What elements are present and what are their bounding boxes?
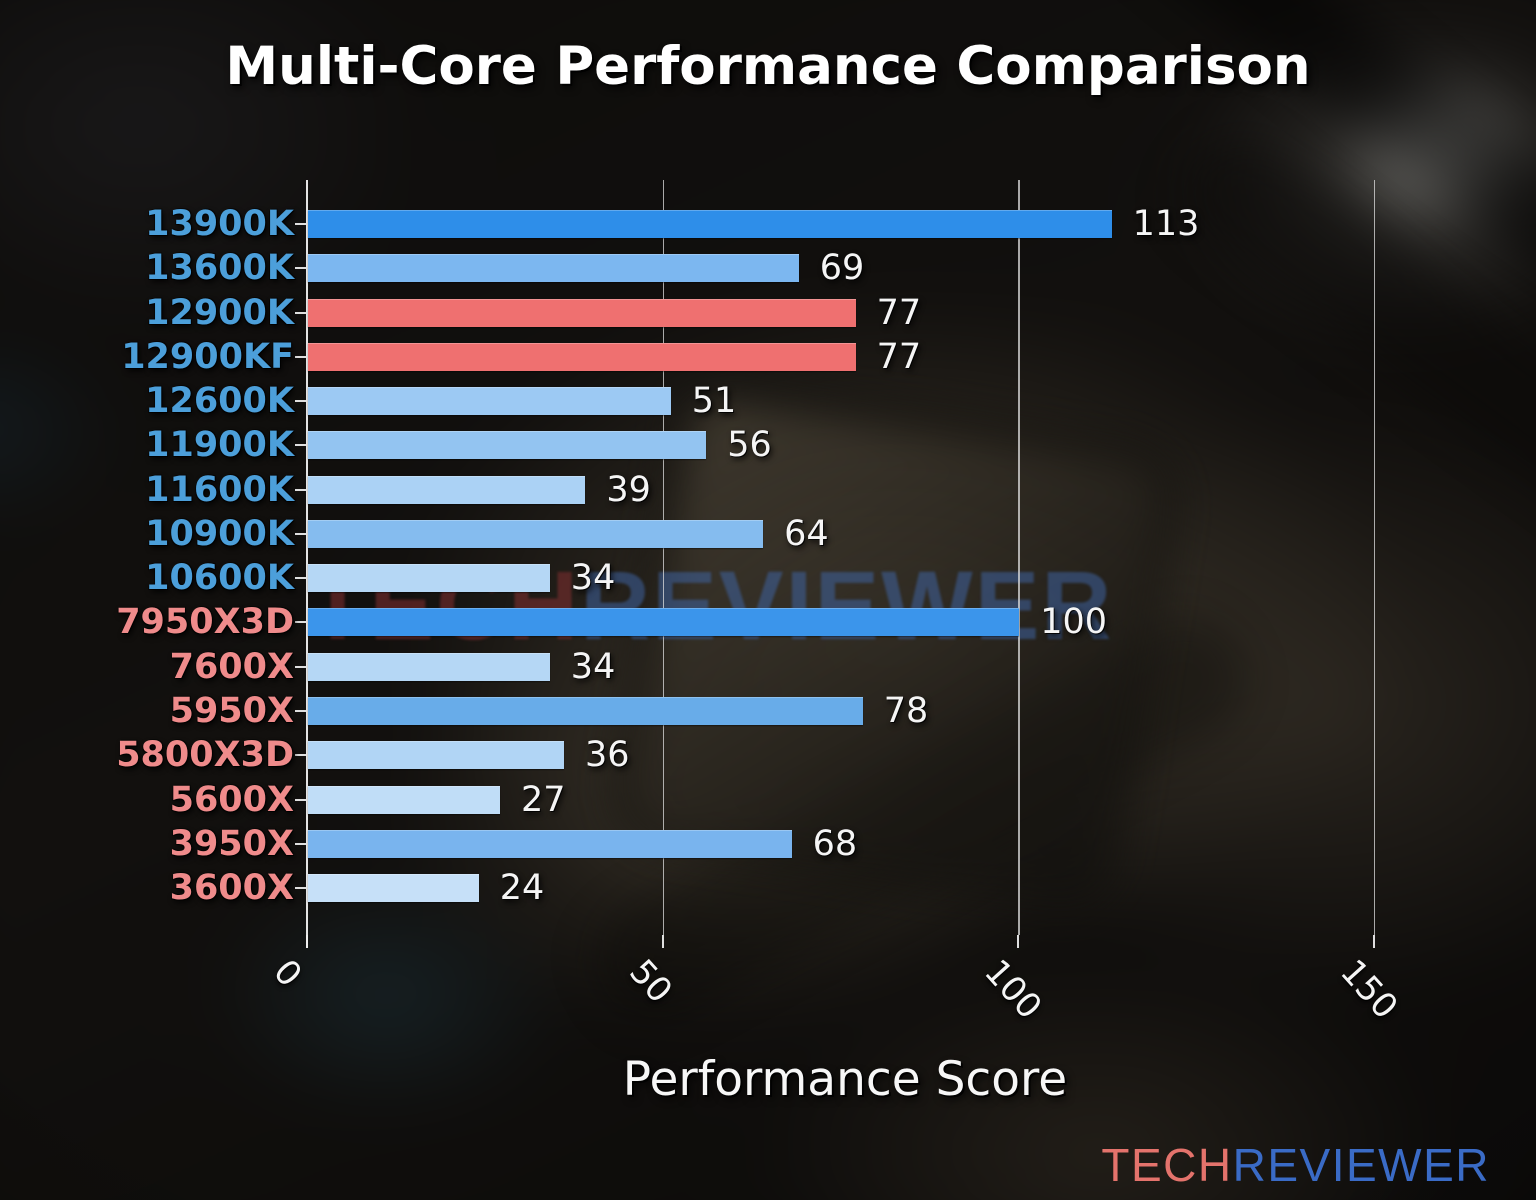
y-axis-tick	[295, 488, 306, 491]
logo-reviewer: REVIEWER	[1232, 1139, 1490, 1191]
category-label-13600k: 13600K	[145, 248, 294, 289]
y-axis-spine	[306, 180, 308, 948]
bar-10600k	[308, 564, 550, 593]
y-axis-tick	[295, 444, 306, 447]
bar-5600x	[308, 785, 500, 814]
category-label-3950x: 3950X	[169, 823, 294, 864]
category-label-10900k: 10900K	[145, 513, 294, 554]
y-axis-tick	[295, 355, 306, 358]
x-gridline	[1018, 180, 1020, 935]
y-axis-tick	[295, 887, 306, 890]
bar-11900k	[308, 431, 706, 460]
x-gridline	[1373, 180, 1376, 935]
value-label-5950x: 78	[883, 690, 929, 731]
value-label-10900k: 64	[784, 513, 829, 554]
bar-10900k	[308, 519, 763, 548]
y-axis-tick	[295, 577, 306, 580]
category-label-11600k: 11600K	[145, 469, 294, 510]
y-axis-tick	[295, 709, 306, 712]
x-gridline	[662, 180, 665, 935]
bar-12900kf	[308, 342, 856, 371]
category-label-12900k: 12900K	[145, 292, 294, 333]
value-label-12900kf: 77	[876, 336, 922, 377]
bar-11600k	[308, 475, 585, 504]
value-label-13900k: 113	[1132, 204, 1200, 244]
value-label-12600k: 51	[691, 381, 737, 422]
y-axis-tick	[295, 842, 306, 845]
category-label-10600k: 10600K	[145, 558, 294, 599]
chart-title: Multi-Core Performance Comparison	[225, 36, 1311, 97]
value-label-3950x: 68	[812, 823, 858, 864]
y-axis-tick	[295, 754, 306, 757]
bar-3950x	[308, 829, 792, 858]
value-label-5800x3d: 36	[585, 735, 630, 776]
value-label-13600k: 69	[819, 248, 865, 289]
bar-12900k	[308, 298, 856, 327]
bar-5800x3d	[308, 741, 564, 770]
bar-7600x	[308, 652, 550, 681]
category-label-5600x: 5600X	[169, 779, 294, 820]
bar-13900k	[308, 210, 1112, 238]
value-label-3600x: 24	[499, 868, 545, 909]
y-axis-tick	[295, 400, 306, 403]
brand-logo: TECHREVIEWER	[1101, 1138, 1490, 1192]
logo-tech: TECH	[1101, 1139, 1233, 1191]
y-axis-tick	[295, 621, 306, 624]
category-label-5800x3d: 5800X3D	[116, 735, 294, 776]
category-label-12600k: 12600K	[145, 381, 294, 422]
value-label-12900k: 77	[876, 292, 922, 333]
bar-13600k	[308, 254, 799, 283]
x-axis-tick	[661, 935, 664, 948]
category-label-12900kf: 12900KF	[121, 336, 294, 377]
bar-12600k	[308, 387, 671, 416]
value-label-10600k: 34	[570, 558, 616, 599]
y-axis-tick	[295, 665, 306, 668]
y-axis-tick	[295, 798, 306, 801]
x-axis-tick	[1017, 935, 1020, 948]
category-label-3600x: 3600X	[169, 868, 294, 909]
y-axis-tick	[295, 311, 306, 314]
bar-7950x3d	[308, 608, 1019, 637]
bar-3600x	[308, 874, 479, 903]
category-label-7600x: 7600X	[169, 646, 294, 687]
watermark-reviewer: REVIEWER	[580, 551, 1114, 660]
y-axis-tick	[295, 532, 306, 535]
category-label-5950x: 5950X	[169, 690, 294, 731]
bar-5950x	[308, 696, 863, 725]
category-label-7950x3d: 7950X3D	[116, 602, 294, 643]
value-label-7600x: 34	[570, 646, 616, 687]
x-axis-title: Performance Score	[622, 1052, 1068, 1107]
category-label-13900k: 13900K	[145, 204, 294, 244]
x-axis-tick	[1372, 935, 1375, 948]
y-axis-tick	[295, 223, 306, 225]
value-label-7950x3d: 100	[1040, 602, 1107, 643]
value-label-5600x: 27	[521, 779, 566, 820]
value-label-11600k: 39	[606, 469, 651, 510]
category-label-11900k: 11900K	[145, 425, 294, 466]
y-axis-tick	[295, 267, 306, 270]
value-label-11900k: 56	[727, 425, 772, 466]
